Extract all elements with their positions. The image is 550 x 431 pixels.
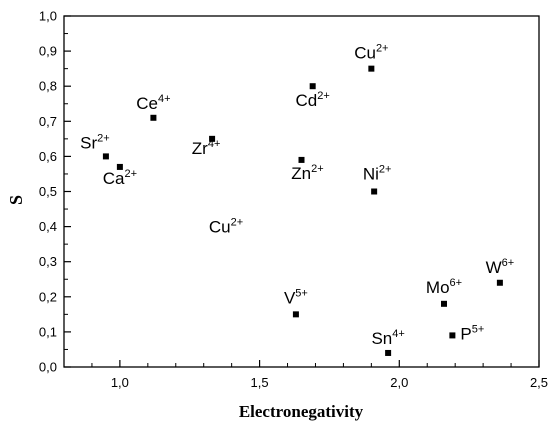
point-label-ni: Ni2+ [363, 164, 392, 184]
point-label-cu: Cu2+ [354, 43, 388, 63]
point-label-ce: Ce4+ [136, 93, 170, 113]
data-point [292, 311, 299, 318]
data-point [449, 332, 456, 339]
data-point [116, 163, 123, 170]
data-point [441, 300, 447, 307]
point-label-sr: Sr2+ [80, 132, 110, 152]
y-tick-label: 0,9 [39, 44, 57, 59]
y-axis: 0,0 0,1 0,2 0,3 0,4 0,5 0,6 0,7 0,8 0,9 1,0 [39, 9, 71, 375]
y-tick-label: 0,2 [39, 289, 57, 304]
x-tick-label: 2,5 [530, 375, 548, 390]
data-point [371, 188, 378, 195]
y-tick-label: 0,6 [39, 149, 57, 164]
data-point [298, 156, 305, 163]
x-axis: 1,0 1,5 2,0 2,5 [63, 360, 548, 390]
data-points [102, 65, 503, 356]
point-label-v: V5+ [284, 287, 308, 307]
y-tick-label: 0,0 [39, 360, 57, 375]
x-axis-title: Electronegativity [239, 402, 364, 421]
y-tick-label: 1,0 [39, 9, 57, 24]
point-label-sn: Sn4+ [371, 328, 404, 348]
y-tick-label: 0,3 [39, 254, 57, 269]
point-label-cd: Cd2+ [296, 90, 330, 110]
data-point [309, 83, 316, 90]
point-label-p: P5+ [460, 323, 484, 343]
y-tick-label: 0,1 [39, 324, 57, 339]
y-tick-label: 0,8 [39, 79, 57, 94]
data-point [496, 279, 503, 286]
point-label-ca: Ca2+ [103, 168, 137, 188]
point-label-w: W6+ [486, 257, 515, 277]
data-point [209, 135, 216, 142]
x-tick-label: 1,0 [111, 375, 129, 390]
point-label-zr: Zr4+ [192, 138, 221, 158]
point-label-mo: Mo6+ [426, 277, 462, 297]
x-tick-label: 1,5 [251, 375, 269, 390]
point-labels: Sr2+ Ca2+ Ce4+ Zr4+ V5+ Zn2+ Cd2+ Cu2+ Ni2+ Sn4+ M… [80, 43, 514, 348]
data-point [368, 65, 375, 72]
plot-frame [63, 15, 540, 368]
y-tick-label: 0,7 [39, 114, 57, 129]
data-point [102, 153, 109, 160]
point-label-zn: Zn2+ [291, 163, 323, 183]
y-axis-title: S [6, 195, 26, 205]
y-tick-label: 0,5 [39, 184, 57, 199]
data-point [150, 114, 157, 121]
y-tick-label: 0,4 [39, 219, 57, 234]
annotation-label: Cu2+ [209, 217, 243, 237]
data-point [385, 349, 392, 356]
x-tick-label: 2,0 [390, 375, 408, 390]
